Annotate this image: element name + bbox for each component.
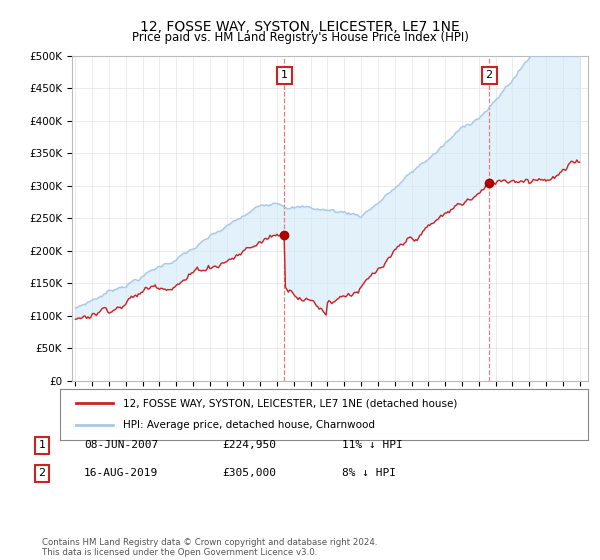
Text: 1: 1 [281,71,288,81]
Text: 12, FOSSE WAY, SYSTON, LEICESTER, LE7 1NE (detached house): 12, FOSSE WAY, SYSTON, LEICESTER, LE7 1N… [124,398,458,408]
Text: Contains HM Land Registry data © Crown copyright and database right 2024.
This d: Contains HM Land Registry data © Crown c… [42,538,377,557]
Text: £305,000: £305,000 [222,468,276,478]
Text: Price paid vs. HM Land Registry's House Price Index (HPI): Price paid vs. HM Land Registry's House … [131,31,469,44]
Text: 2: 2 [38,468,46,478]
Text: 8% ↓ HPI: 8% ↓ HPI [342,468,396,478]
Text: HPI: Average price, detached house, Charnwood: HPI: Average price, detached house, Char… [124,421,376,431]
Text: 1: 1 [38,440,46,450]
Text: 11% ↓ HPI: 11% ↓ HPI [342,440,403,450]
Text: 2: 2 [485,71,493,81]
Text: 16-AUG-2019: 16-AUG-2019 [84,468,158,478]
Text: £224,950: £224,950 [222,440,276,450]
Text: 12, FOSSE WAY, SYSTON, LEICESTER, LE7 1NE: 12, FOSSE WAY, SYSTON, LEICESTER, LE7 1N… [140,20,460,34]
Text: 08-JUN-2007: 08-JUN-2007 [84,440,158,450]
